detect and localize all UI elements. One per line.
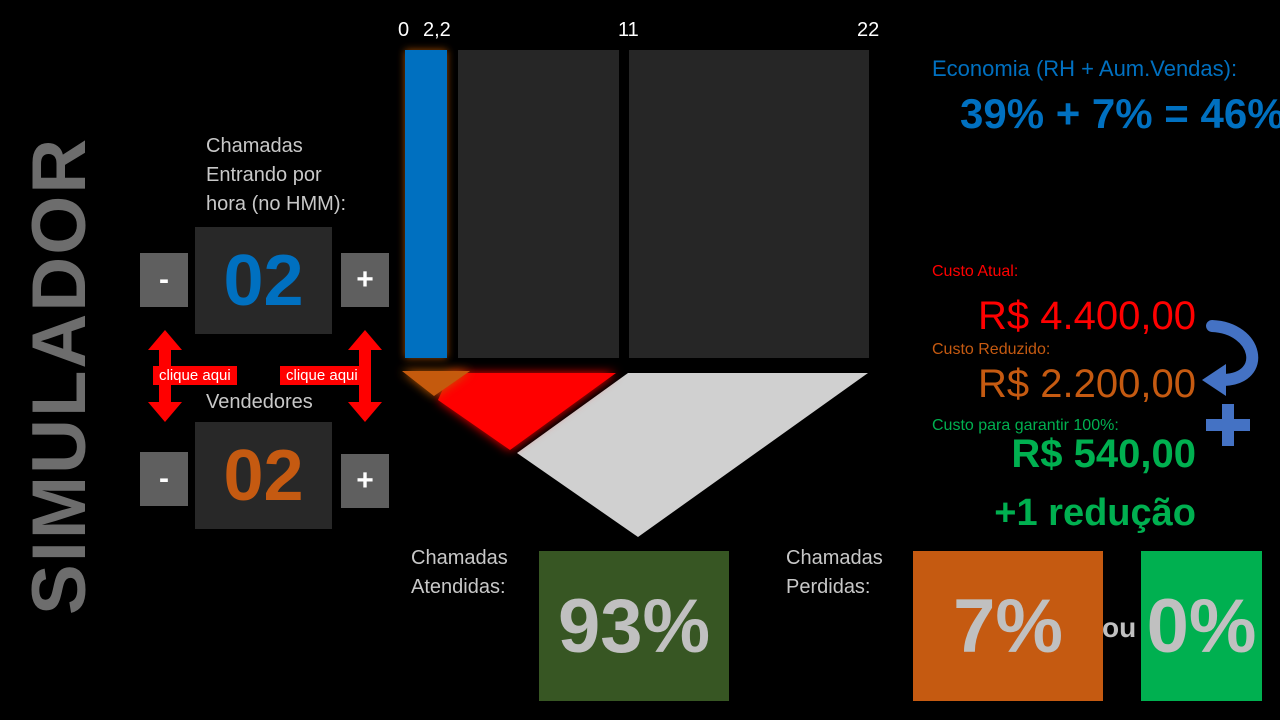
click-here-left[interactable]: clique aqui: [153, 366, 237, 385]
reduced-cost-label: Custo Reduzido:: [932, 341, 1051, 358]
calls-label: Chamadas Entrando por hora (no HMM):: [206, 132, 376, 219]
plus-icon: [1206, 404, 1250, 446]
sellers-decrement-button[interactable]: -: [140, 452, 188, 506]
orange-funnel-shape: [402, 371, 470, 396]
sellers-value: 02: [195, 422, 332, 529]
savings-label: Economia (RH + Aum.Vendas):: [932, 56, 1238, 81]
sellers-increment-button[interactable]: +: [341, 454, 389, 508]
answered-value: 93%: [539, 551, 729, 701]
answered-label-line-1: Chamadas: [411, 547, 508, 569]
guarantee-cost-value: R$ 540,00: [1011, 432, 1196, 476]
click-here-right[interactable]: clique aqui: [280, 366, 364, 385]
lost-value: 7%: [913, 551, 1103, 701]
savings-value: 39% + 7% = 46%: [960, 90, 1280, 137]
current-load-bar: [405, 50, 447, 358]
curved-arrow-icon: [1202, 320, 1259, 396]
reduced-cost-value: R$ 2.200,00: [978, 362, 1196, 406]
axis-tick-2-2: 2,2: [423, 19, 451, 41]
right-double-arrow-icon: [348, 330, 382, 422]
axis-tick-22: 22: [857, 19, 880, 41]
grey-funnel-shape: [517, 373, 868, 537]
extra-reduction: +1 redução: [994, 492, 1196, 534]
current-cost-label: Custo Atual:: [932, 263, 1019, 280]
answered-label: Chamadas Atendidas:: [411, 544, 508, 602]
or-label: ou: [1102, 612, 1137, 643]
axis-tick-0: 0: [398, 19, 410, 41]
lost-label-line-2: Perdidas:: [786, 576, 871, 598]
calls-value: 02: [195, 227, 332, 334]
axis-tick-11: 11: [618, 19, 639, 41]
calls-label-line-2: Entrando por: [206, 164, 322, 186]
red-funnel-shape: [438, 373, 616, 450]
calls-increment-button[interactable]: +: [341, 253, 389, 307]
calls-decrement-button[interactable]: -: [140, 253, 188, 307]
capacity-block-2: [629, 50, 869, 358]
simulator-title: SIMULADOR: [17, 136, 102, 615]
capacity-block-1: [458, 50, 619, 358]
lost-label: Chamadas Perdidas:: [786, 544, 883, 602]
lost-label-line-1: Chamadas: [786, 547, 883, 569]
answered-label-line-2: Atendidas:: [411, 576, 506, 598]
funnel-graphic: [402, 50, 869, 537]
lost-alt-value: 0%: [1141, 551, 1262, 701]
calls-label-line-3: hora (no HMM):: [206, 193, 347, 215]
calls-label-line-1: Chamadas: [206, 135, 303, 157]
current-cost-value: R$ 4.400,00: [978, 294, 1196, 338]
guarantee-cost-label: Custo para garantir 100%:: [932, 417, 1119, 434]
sellers-label: Vendedores: [206, 391, 313, 413]
